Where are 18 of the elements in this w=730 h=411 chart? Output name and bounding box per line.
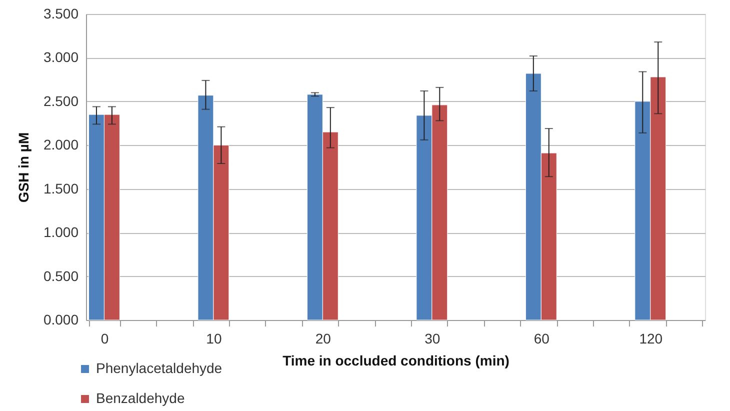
x-tick-label: 30 bbox=[424, 330, 440, 346]
legend-label: Benzaldehyde bbox=[96, 390, 185, 406]
y-tick-label: 0.500 bbox=[43, 268, 79, 284]
y-tick-label: 2.000 bbox=[43, 136, 79, 153]
x-tick-label: 60 bbox=[534, 330, 550, 346]
x-tick-label: 20 bbox=[315, 330, 332, 346]
x-tick-label: 0 bbox=[100, 330, 109, 346]
y-tick-label: 1.500 bbox=[43, 180, 79, 196]
legend-label: Phenylacetaldehyde bbox=[96, 360, 222, 376]
y-tick-label: 2.500 bbox=[43, 92, 79, 109]
x-tick-label: 10 bbox=[206, 330, 222, 346]
y-tick-label: 0.000 bbox=[43, 312, 79, 328]
y-tick-label: 1.000 bbox=[43, 224, 79, 240]
x-axis-title: Time in occluded conditions (min) bbox=[282, 352, 510, 368]
y-axis-title: GSH in µM bbox=[15, 132, 32, 203]
y-tick-label: 3.500 bbox=[43, 6, 79, 22]
x-tick-label: 120 bbox=[639, 330, 663, 346]
y-tick-label: 3.000 bbox=[43, 49, 79, 66]
